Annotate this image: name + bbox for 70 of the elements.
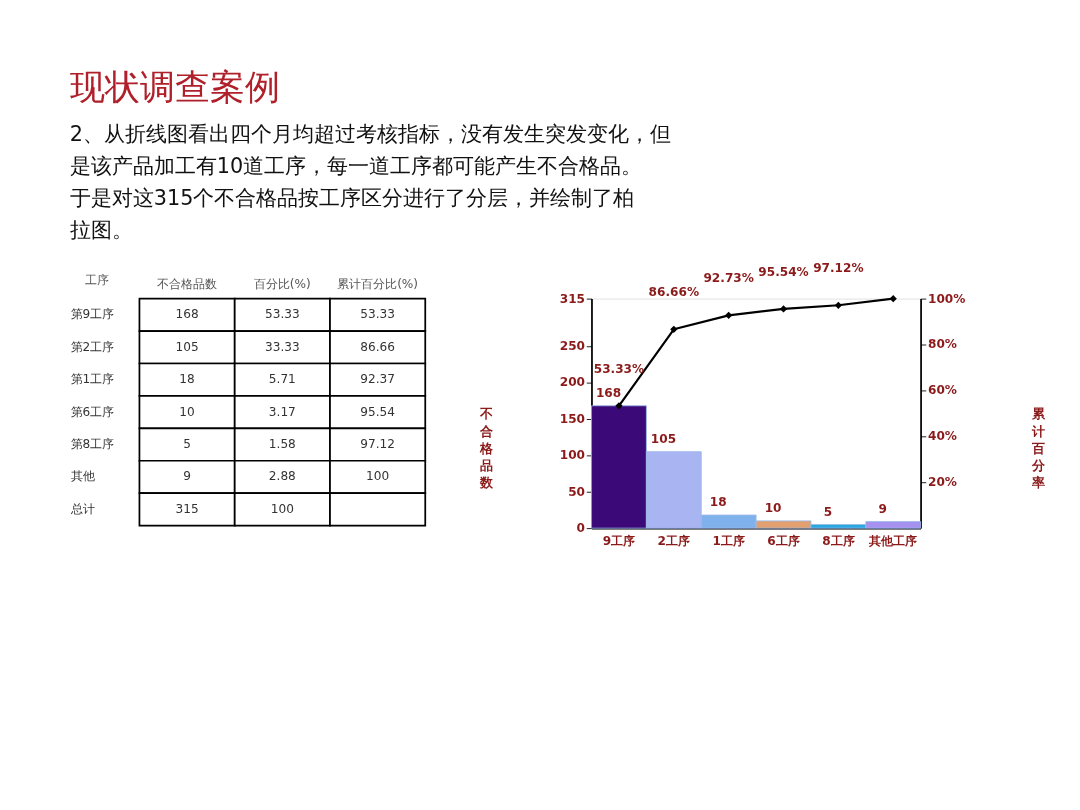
data-label: 33.33 [265,339,300,354]
data-label: 5.71 [268,372,296,387]
data-label: 53.33 [265,307,300,322]
y-tick-label: 0 [576,521,586,536]
data-label: 5 [823,504,833,519]
y-tick-label: 其他 [70,469,95,484]
y-tick-label: 第2工序 [70,339,115,354]
point [670,325,678,333]
x-tick-label: 8工序 [822,534,855,549]
data-label: 53.33 [360,307,395,322]
x-tick-label: 其他工序 [868,534,918,549]
y2-tick-label: 60% [928,383,957,398]
point [615,402,623,410]
data-label: 97.12 [360,437,395,452]
data-label: 95.54 [360,404,396,419]
data-label: 100 [270,501,294,516]
y-tick-label: 200 [559,375,586,390]
x-tick-label: 2工序 [657,534,691,549]
point [725,311,733,319]
y-tick-label: 315 [559,291,586,306]
y-tick-label: 50 [568,484,586,499]
x-tick-label: 累计百分比(%) [337,276,419,291]
y-tick-label: 第6工序 [70,404,115,419]
data-label: 97.12% [813,261,864,276]
data-label: 18 [179,372,195,387]
point [834,301,842,309]
y-tick-label: 第9工序 [70,307,115,322]
y2-tick-label: 40% [928,429,957,444]
point [889,295,897,303]
x-tick-label: 不合格品数 [157,276,218,291]
data-label: 315 [175,501,199,516]
y2-tick-label: 100% [928,291,966,306]
chart-title: 现状调查案例 [69,66,280,107]
y-tick-label: 250 [559,338,586,353]
data-label: 95.54% [758,264,809,279]
data-label: 18 [709,495,727,510]
data-label: 86.66% [648,285,700,300]
x-tick-label: 1工序 [712,534,745,549]
data-label: 10 [764,501,782,516]
x-tick-label: 9工序 [602,534,636,549]
data-label: 9 [878,501,888,516]
data-label: 10 [179,404,195,419]
data-label: 53.33% [593,361,645,376]
y2-tick-label: 20% [928,475,957,490]
y-tick-label: 总计 [69,501,95,516]
chart-subtitle: 2、从折线图看出四个月均超过考核指标，没有发生突发变化，但是该产品加工有10道工序，每一道工序都可能产生不合格品。于是对这315个不合格品按工序区分进行了分层，并绘制了柏拉图。 [69,122,671,243]
y-tick-label: 100 [559,448,586,463]
y-tick-label: 第1工序 [70,372,115,387]
data-label: 5 [183,437,191,452]
data-label: 105 [650,432,677,447]
data-label: 1.58 [268,437,296,452]
point [779,305,788,313]
y-tick-label: 第8工序 [70,437,115,452]
y2-tick-label: 80% [928,337,957,352]
data-label: 2.88 [268,469,296,484]
data-label: 168 [175,307,199,322]
x-tick-label: 百分比(%) [253,276,311,291]
data-label: 86.66 [360,339,395,354]
data-label: 92.73% [703,271,754,286]
data-label: 9 [183,469,191,484]
data-label: 3.17 [268,404,296,419]
data-label: 92.37 [360,372,395,387]
data-label: 100 [366,469,390,484]
y-tick-label: 150 [559,411,586,426]
data-label: 105 [175,339,199,354]
x-tick-label: 6工序 [767,534,800,549]
y-axis-title: 不合格品数 [479,406,495,491]
y2-axis-title: 累计百分率 [1030,406,1046,491]
data-label: 168 [595,386,622,401]
y-axis-title: 工序 [84,273,109,288]
